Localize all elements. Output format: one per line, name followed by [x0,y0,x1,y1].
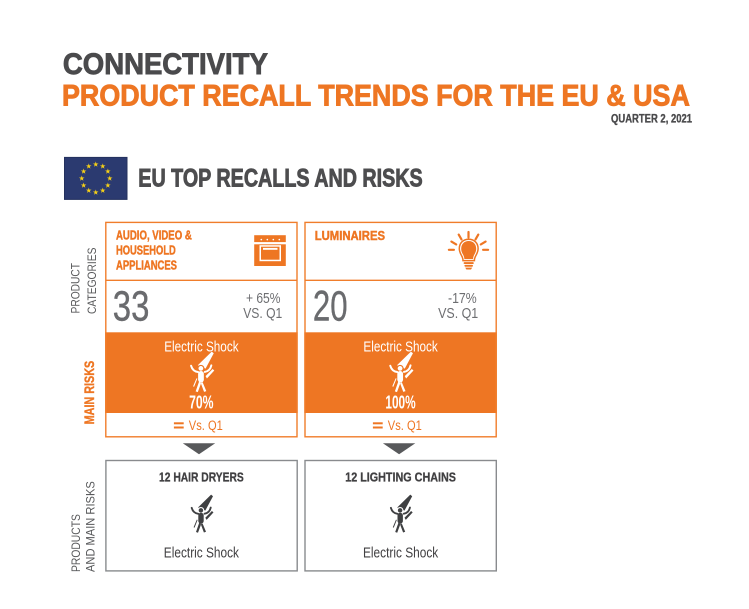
svg-text:12 HAIR DRYERS: 12 HAIR DRYERS [159,470,244,484]
svg-text:HOUSEHOLD: HOUSEHOLD [116,244,176,258]
svg-text:CONNECTIVITY: CONNECTIVITY [63,48,268,81]
svg-text:Electric Shock: Electric Shock [363,338,438,354]
svg-text:33: 33 [113,283,150,330]
svg-text:PRODUCT RECALL TRENDS FOR THE: PRODUCT RECALL TRENDS FOR THE EU & USA [62,79,690,111]
svg-text:Electric Shock: Electric Shock [164,338,239,354]
svg-text:+ 65%: + 65% [246,290,281,307]
svg-text:20: 20 [313,282,348,330]
svg-text:70%: 70% [189,393,213,413]
svg-text:PRODUCTS: PRODUCTS [70,514,83,572]
svg-text:PRODUCT: PRODUCT [70,263,83,314]
svg-text:-17%: -17% [448,290,477,306]
svg-text:CATEGORIES: CATEGORIES [86,247,99,314]
svg-text:12 LIGHTING CHAINS: 12 LIGHTING CHAINS [345,470,456,485]
svg-text:100%: 100% [385,393,415,413]
svg-text:LUMINAIRES: LUMINAIRES [315,228,385,243]
svg-text:EU TOP RECALLS AND RISKS: EU TOP RECALLS AND RISKS [138,164,422,192]
svg-text:VS. Q1: VS. Q1 [438,305,478,321]
svg-text:Vs. Q1: Vs. Q1 [189,418,223,433]
svg-text:APPLIANCES: APPLIANCES [116,259,177,273]
svg-text:Electric Shock: Electric Shock [363,544,438,561]
svg-text:MAIN RISKS: MAIN RISKS [82,361,97,425]
svg-text:AND MAIN RISKS: AND MAIN RISKS [84,481,98,572]
svg-text:Electric Shock: Electric Shock [164,544,239,561]
svg-text:QUARTER 2, 2021: QUARTER 2, 2021 [611,113,692,126]
svg-text:VS. Q1: VS. Q1 [243,305,282,321]
svg-text:Vs. Q1: Vs. Q1 [388,418,422,433]
svg-text:AUDIO, VIDEO &: AUDIO, VIDEO & [116,229,192,242]
